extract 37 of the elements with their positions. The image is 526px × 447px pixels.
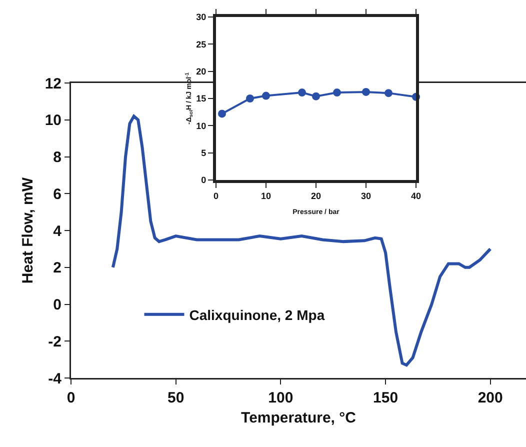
x-tick-label: 150 <box>373 390 398 406</box>
x-tick-label: 30 <box>360 190 372 201</box>
point <box>246 94 254 102</box>
y-tick-label: 2 <box>53 260 62 277</box>
x-tick-label: 100 <box>268 390 294 406</box>
x-tick-label: 20 <box>310 190 322 201</box>
y-tick-label: 4 <box>53 222 62 240</box>
x-tick-label: 40 <box>410 190 422 201</box>
y-tick-label: 20 <box>196 66 206 76</box>
y-tick-label: 0 <box>201 175 206 186</box>
legend-label: Calixquinone, 2 Mpa <box>189 306 325 323</box>
x-tick-label: 0 <box>66 390 76 406</box>
point <box>384 89 392 98</box>
point <box>218 110 226 118</box>
point <box>362 88 370 96</box>
x-axis-title: Temperature, °C <box>241 409 356 426</box>
point <box>333 88 341 97</box>
x-tick-label: 0 <box>213 190 219 201</box>
x-tick-label: 10 <box>260 190 272 201</box>
y-tick-label: 5 <box>201 148 206 158</box>
y-tick-label: 30 <box>196 12 206 22</box>
point <box>312 92 320 100</box>
y-tick-label: 6 <box>53 186 62 203</box>
y-tick-label: -2 <box>48 333 62 350</box>
y-tick-label: 15 <box>196 94 206 104</box>
y-tick-label: 12 <box>44 75 62 92</box>
y-tick-label: 25 <box>196 39 206 50</box>
point <box>298 88 306 97</box>
point <box>262 92 270 100</box>
y-tick-label: 10 <box>196 120 206 131</box>
y-axis-title: Heat Flow, mW <box>19 176 36 284</box>
y-tick-label: 0 <box>53 296 62 314</box>
x-tick-label: 200 <box>478 390 503 406</box>
y-tick-label: 8 <box>53 149 62 166</box>
x-tick-label: 50 <box>167 390 184 406</box>
y-tick-label: 10 <box>44 112 62 130</box>
y-tick-label: -4 <box>48 370 62 388</box>
